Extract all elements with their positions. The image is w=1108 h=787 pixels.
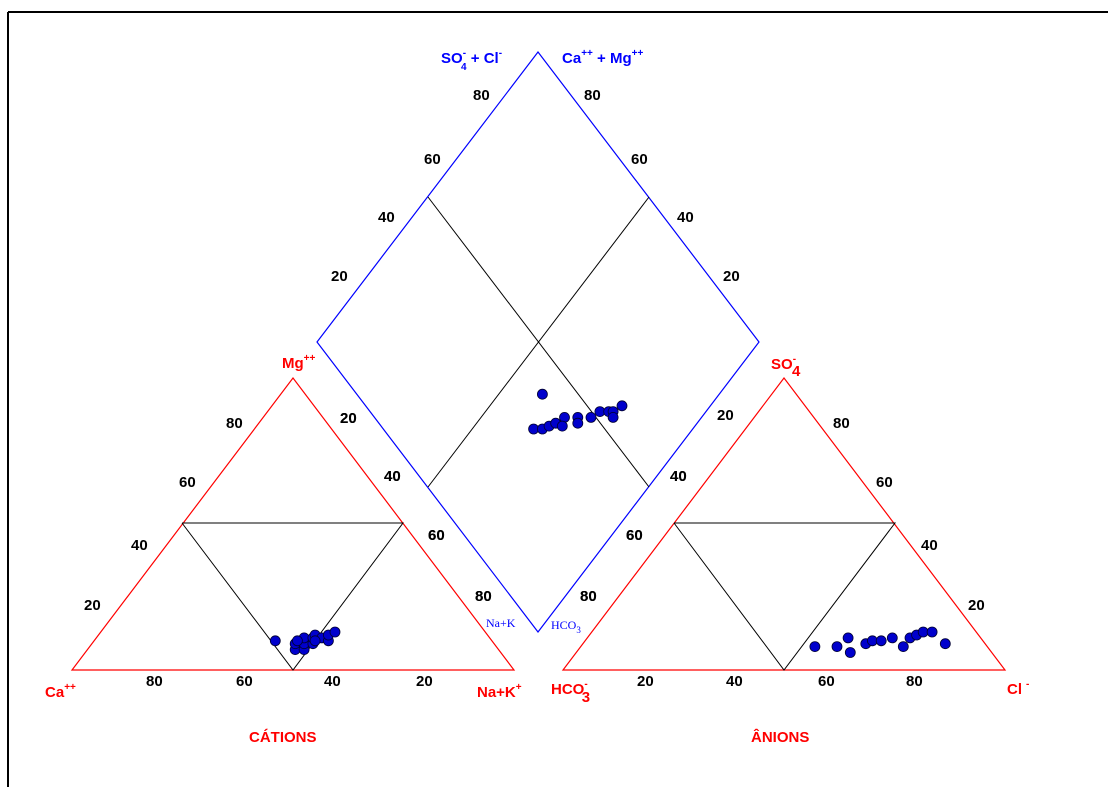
diamond-tick-ur-20: 20 xyxy=(723,268,740,285)
diamond-tick-ll-20: 20 xyxy=(340,410,357,427)
anion-point xyxy=(939,638,951,650)
cation-tick-l-40: 40 xyxy=(131,537,148,554)
cation-tick-b-40: 40 xyxy=(324,673,341,690)
cation-tick-b-80: 80 xyxy=(146,673,163,690)
diamond-point xyxy=(556,420,568,432)
anion-tick-b-40: 40 xyxy=(726,673,743,690)
points-layer xyxy=(269,388,951,658)
anion-triangle xyxy=(561,377,1007,671)
diamond xyxy=(316,51,760,633)
cation-tick-r-60: 60 xyxy=(428,527,445,544)
anion-point xyxy=(886,632,898,644)
diamond-point xyxy=(585,411,597,423)
diamond-tick-lr-60: 60 xyxy=(626,527,643,544)
diamond-tick-ll-40: 40 xyxy=(384,468,401,485)
anion-tick-l-60: 60 xyxy=(626,527,643,544)
diamond-tick-ul-80: 80 xyxy=(473,87,490,104)
cation-top-label: Mg++ xyxy=(282,353,316,372)
diamond-inner-line-2 xyxy=(427,196,650,488)
cation-tick-b-60: 60 xyxy=(236,673,253,690)
anion-left-label: HCO-3 xyxy=(551,679,590,706)
diamond-point xyxy=(616,400,628,412)
anion-tick-b-60: 60 xyxy=(818,673,835,690)
anion-right-label: Cl - xyxy=(1007,679,1029,698)
diamond-tick-ur-80: 80 xyxy=(584,87,601,104)
cation-point xyxy=(291,635,303,647)
cation-tick-l-20: 20 xyxy=(84,597,101,614)
diamond-tick-ul-40: 40 xyxy=(378,209,395,226)
diamond-bottom-left-label: Na+K xyxy=(486,616,516,630)
cation-triangle xyxy=(70,377,516,671)
cation-right-label: Na+K+ xyxy=(477,682,522,701)
diamond-tick-ll-60: 60 xyxy=(428,527,445,544)
cation-tick-r-20: 20 xyxy=(340,410,357,427)
diamond-top-right-label: Ca++ + Mg++ xyxy=(562,48,643,67)
anion-top-label: SO-4 xyxy=(771,354,801,380)
cation-tick-l-80: 80 xyxy=(226,415,243,432)
cation-tick-l-60: 60 xyxy=(179,474,196,491)
diamond-tick-ll-80: 80 xyxy=(475,588,492,605)
anion-tick-r-20: 20 xyxy=(968,597,985,614)
cation-tick-b-20: 20 xyxy=(416,673,433,690)
diamond-point xyxy=(537,388,548,400)
diamond-tick-ul-20: 20 xyxy=(331,268,348,285)
cation-point xyxy=(269,635,281,647)
anion-point xyxy=(809,641,821,652)
diamond-tick-lr-40: 40 xyxy=(670,468,687,485)
anion-point xyxy=(875,635,887,647)
anion-tick-b-80: 80 xyxy=(906,673,923,690)
diamond-tick-lr-80: 80 xyxy=(580,588,597,605)
cation-tick-r-40: 40 xyxy=(384,468,401,485)
anion-point xyxy=(844,647,856,658)
anion-inner-lines xyxy=(673,522,897,671)
anion-name-label: ÂNIONS xyxy=(751,728,809,746)
anion-tick-r-80: 80 xyxy=(833,415,850,432)
cation-left-label: Ca++ xyxy=(45,682,76,701)
diamond-top-left-label: SO-4 + Cl- xyxy=(441,48,502,73)
diamond-tick-lr-20: 20 xyxy=(717,407,734,424)
anion-tick-l-40: 40 xyxy=(670,468,687,485)
diamond-point xyxy=(572,417,584,429)
cation-point xyxy=(309,635,321,647)
diamond-tick-ul-60: 60 xyxy=(424,151,441,168)
anion-tick-r-60: 60 xyxy=(876,474,893,491)
diamond-point xyxy=(607,411,619,423)
anion-point xyxy=(842,632,854,644)
anion-point xyxy=(897,641,909,652)
anion-tick-b-20: 20 xyxy=(637,673,654,690)
cation-name-label: CÁTIONS xyxy=(249,729,317,746)
cation-point xyxy=(329,626,341,638)
anion-tick-r-40: 40 xyxy=(921,537,938,554)
diamond-bottom-right-label: HCO3 xyxy=(551,618,581,635)
cation-tick-r-80: 80 xyxy=(475,588,492,605)
diamond-tick-ur-40: 40 xyxy=(677,209,694,226)
anion-point xyxy=(926,626,938,638)
anion-point xyxy=(831,641,843,652)
diamond-tick-ur-60: 60 xyxy=(631,151,648,168)
anion-tick-l-80: 80 xyxy=(580,588,597,605)
cation-inner-lines xyxy=(181,522,404,671)
